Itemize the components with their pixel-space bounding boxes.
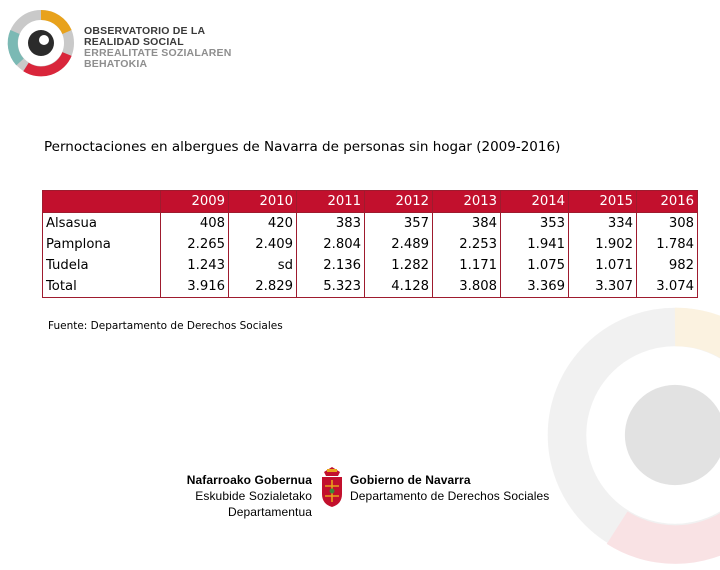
logo-watermark-icon (547, 307, 720, 564)
table-cell: 1.902 (568, 234, 637, 255)
year-header: 2012 (364, 190, 433, 213)
table-cell: 5.323 (296, 276, 365, 298)
table-cell: 982 (636, 255, 698, 276)
row-label: Pamplona (42, 234, 161, 255)
footer-es-line-2: Departamento de Derechos Sociales (350, 489, 550, 503)
year-header: 2011 (296, 190, 365, 213)
footer-basque-text: Nafarroako Gobernua Eskubide Sozialetako… (118, 472, 312, 520)
org-line-2: REALIDAD SOCIAL (84, 36, 184, 48)
row-label: Tudela (42, 255, 161, 276)
table-cell: 357 (364, 212, 433, 234)
table-cell: 3.369 (500, 276, 569, 298)
org-line-4: BEHATOKIA (84, 58, 148, 70)
table-cell: 384 (432, 212, 501, 234)
footer-eu-line-1: Nafarroako Gobernua (186, 473, 312, 487)
table-cell: 3.074 (636, 276, 698, 298)
table-cell: 1.071 (568, 255, 637, 276)
table-cell: 4.128 (364, 276, 433, 298)
footer-spanish-text: Gobierno de Navarra Departamento de Dere… (350, 472, 549, 504)
row-label: Total (42, 276, 161, 298)
table-cell: 1.784 (636, 234, 698, 255)
table-cell: 1.941 (500, 234, 569, 255)
year-header: 2009 (160, 190, 229, 213)
table-cell: 2.804 (296, 234, 365, 255)
table-row-total: Total 3.916 2.829 5.323 4.128 3.808 3.36… (42, 276, 698, 298)
table-cell: 2.253 (432, 234, 501, 255)
table-cell: 3.307 (568, 276, 637, 298)
page-title: Pernoctaciones en albergues de Navarra d… (44, 139, 561, 155)
footer-es-line-1: Gobierno de Navarra (350, 473, 471, 487)
row-label: Alsasua (42, 212, 161, 234)
table-cell: 420 (228, 212, 297, 234)
year-header: 2010 (228, 190, 297, 213)
header-corner-cell (42, 190, 161, 213)
organization-name: OBSERVATORIO DE LA REALIDAD SOCIAL ERREA… (84, 26, 232, 70)
table-cell: 353 (500, 212, 569, 234)
data-table: 2009 2010 2011 2012 2013 2014 2015 2016 … (42, 190, 698, 298)
observatorio-logo-icon (7, 9, 74, 77)
table-cell: 408 (160, 212, 229, 234)
footer-government-logo: Nafarroako Gobernua Eskubide Sozialetako… (118, 466, 558, 519)
table-cell: 1.075 (500, 255, 569, 276)
table-cell: 2.489 (364, 234, 433, 255)
table-cell: 2.136 (296, 255, 365, 276)
table-cell: 1.282 (364, 255, 433, 276)
year-header: 2015 (568, 190, 637, 213)
table-cell: 334 (568, 212, 637, 234)
table-row: Alsasua 408 420 383 357 384 353 334 308 (42, 212, 698, 234)
table-header-row: 2009 2010 2011 2012 2013 2014 2015 2016 (42, 190, 698, 213)
table-cell: 383 (296, 212, 365, 234)
footer-eu-line-2: Eskubide Sozialetako Departamentua (195, 489, 312, 519)
source-note: Fuente: Departamento de Derechos Sociale… (48, 320, 283, 332)
table-cell: 3.916 (160, 276, 229, 298)
year-header: 2016 (636, 190, 698, 213)
table-cell: 2.409 (228, 234, 297, 255)
table-cell: 308 (636, 212, 698, 234)
table-cell: 2.829 (228, 276, 297, 298)
table-cell: sd (228, 255, 297, 276)
table-cell: 1.243 (160, 255, 229, 276)
table-row: Pamplona 2.265 2.409 2.804 2.489 2.253 1… (42, 234, 698, 255)
year-header: 2013 (432, 190, 501, 213)
table-cell: 3.808 (432, 276, 501, 298)
org-line-3: ERREALITATE SOZIALAREN (84, 47, 232, 59)
navarra-coat-of-arms-icon (322, 467, 342, 507)
table-row: Tudela 1.243 sd 2.136 1.282 1.171 1.075 … (42, 255, 698, 276)
table-cell: 1.171 (432, 255, 501, 276)
org-line-1: OBSERVATORIO DE LA (84, 25, 206, 37)
table-cell: 2.265 (160, 234, 229, 255)
year-header: 2014 (500, 190, 569, 213)
